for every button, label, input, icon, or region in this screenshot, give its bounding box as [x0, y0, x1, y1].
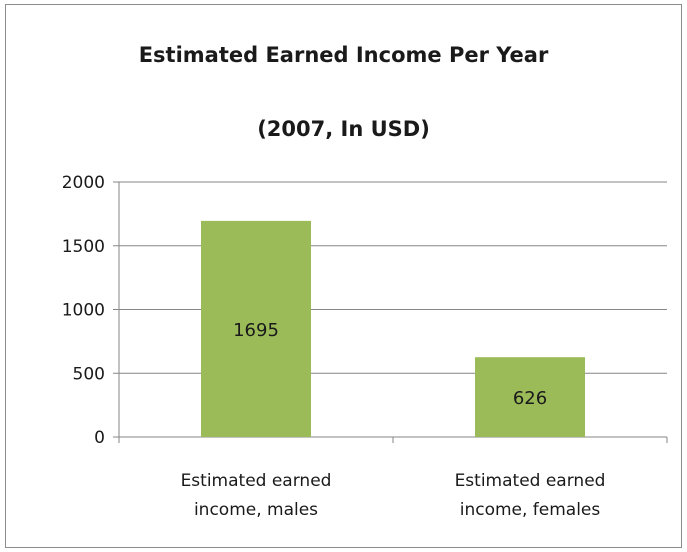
x-category-label: Estimated earned	[181, 471, 332, 491]
y-tick-label: 1000	[62, 301, 105, 321]
y-tick-label: 0	[94, 428, 105, 448]
y-tick-label: 1500	[62, 237, 105, 257]
bars	[201, 220, 585, 437]
bar	[201, 220, 311, 437]
x-axis: Estimated earned income, males Estimated e…	[118, 436, 668, 520]
chart-subtitle: (2007, In USD)	[257, 117, 430, 141]
y-tick-label: 500	[73, 364, 105, 384]
chart-frame	[5, 4, 682, 548]
x-category-label: income, females	[460, 500, 601, 520]
data-labels: 1695 626	[233, 320, 547, 409]
y-axis: 0 500 1000 1500 2000	[62, 173, 120, 448]
data-label: 626	[513, 388, 547, 409]
x-category-label: Estimated earned	[455, 471, 606, 491]
data-label: 1695	[233, 320, 279, 341]
bar	[475, 357, 585, 437]
y-tick-label: 2000	[62, 173, 105, 193]
x-category-label: income, males	[194, 500, 318, 520]
chart-title: Estimated Earned Income Per Year	[138, 43, 549, 67]
